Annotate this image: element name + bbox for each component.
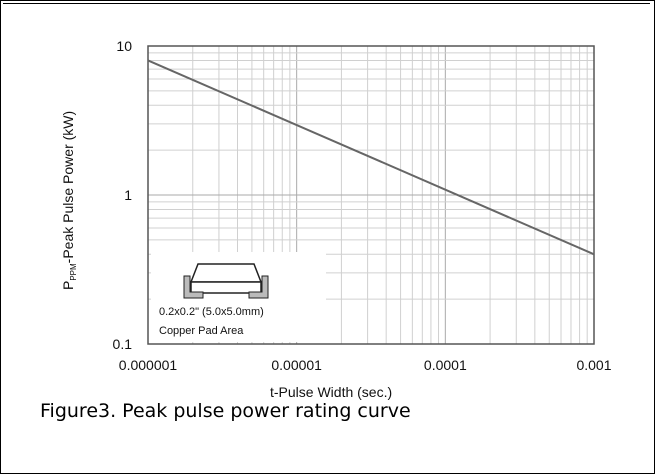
y-axis-label-rest: -Peak Pulse Power (kW): [60, 111, 76, 263]
y-axis-label: PPPM-Peak Pulse Power (kW): [60, 111, 78, 290]
frame-top-rule: [3, 3, 650, 4]
y-axis-label-subscript: PPM: [69, 263, 78, 281]
pad-size-annotation: 0.2x0.2" (5.0x5.0mm): [159, 306, 264, 318]
figure-caption: Figure3. Peak pulse power rating curve: [40, 400, 411, 422]
x-axis-label-main: t: [270, 384, 274, 400]
smd-package-icon: [183, 263, 269, 299]
y-tick-label: 10: [116, 38, 132, 54]
x-tick-label: 0.001: [576, 357, 611, 373]
x-axis-label: t-Pulse Width (sec.): [270, 384, 392, 400]
plot-area-border: [147, 45, 595, 345]
power-rating-curve: [147, 59, 595, 256]
y-tick-label: 1: [124, 187, 132, 203]
y-tick-labels: 10 1 0.1: [113, 38, 133, 352]
x-axis-label-rest: -Pulse Width (sec.): [274, 384, 392, 400]
x-tick-label: 0.00001: [271, 357, 322, 373]
x-tick-labels: 0.000001 0.00001 0.0001 0.001: [119, 357, 612, 373]
copper-pad-inset: 0.2x0.2" (5.0x5.0mm) Copper Pad Area: [151, 252, 326, 342]
y-tick-label: 0.1: [113, 336, 133, 352]
x-tick-label: 0.000001: [119, 357, 178, 373]
series-layer: [147, 59, 595, 256]
y-axis-label-main: P: [60, 281, 76, 290]
copper-pad-area-annotation: Copper Pad Area: [159, 325, 244, 337]
x-tick-label: 0.0001: [424, 357, 467, 373]
